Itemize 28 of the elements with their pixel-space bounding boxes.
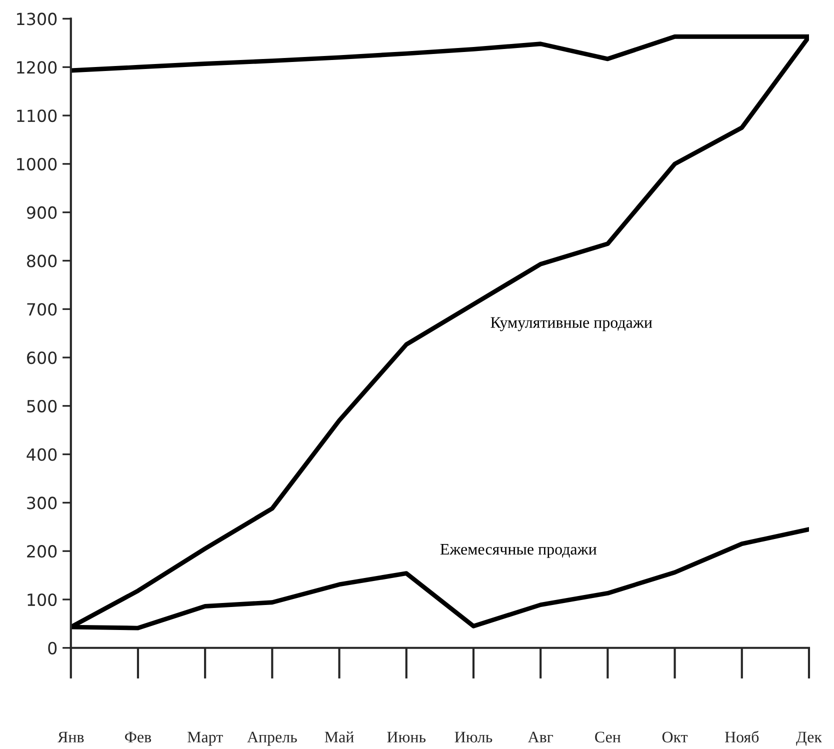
y-tick-label: 200 xyxy=(27,545,57,558)
x-tick-label: Март xyxy=(188,732,223,746)
x-tick-label: Май xyxy=(324,731,354,742)
y-tick-label: 400 xyxy=(26,448,57,461)
y-tick-label: 1000 xyxy=(17,158,57,170)
y-tick-label: 800 xyxy=(27,254,57,268)
x-tick-label: Фев xyxy=(125,732,152,742)
y-tick-label: 300 xyxy=(27,496,57,510)
x-tick-label: Авг xyxy=(528,732,553,742)
y-tick-label: 0 xyxy=(48,642,57,654)
x-tick-label: Июнь xyxy=(387,732,426,742)
x-tick-label: Нояб xyxy=(724,730,759,742)
y-tick-label: 900 xyxy=(26,206,57,219)
x-tick-label: Окт xyxy=(662,732,688,742)
x-tick-label: Сен xyxy=(595,732,621,742)
x-tick-label: Апрель xyxy=(247,732,297,746)
x-tick-label: Июль xyxy=(454,732,492,742)
y-tick-label: 1100 xyxy=(17,109,57,122)
y-tick-label: 100 xyxy=(28,593,57,606)
x-tick-label: Янв xyxy=(58,732,84,742)
y-tick-label: 700 xyxy=(27,303,57,316)
x-tick-label: Дек xyxy=(796,732,822,746)
y-tick-label: 1200 xyxy=(17,61,57,74)
y-tick-label: 500 xyxy=(27,400,57,412)
y-tick-label: 1300 xyxy=(17,12,57,26)
y-tick-label: 600 xyxy=(27,351,57,364)
series-label: Кумулятивные продажи xyxy=(490,317,652,332)
text: Ежемесячные продажи xyxy=(440,544,597,558)
